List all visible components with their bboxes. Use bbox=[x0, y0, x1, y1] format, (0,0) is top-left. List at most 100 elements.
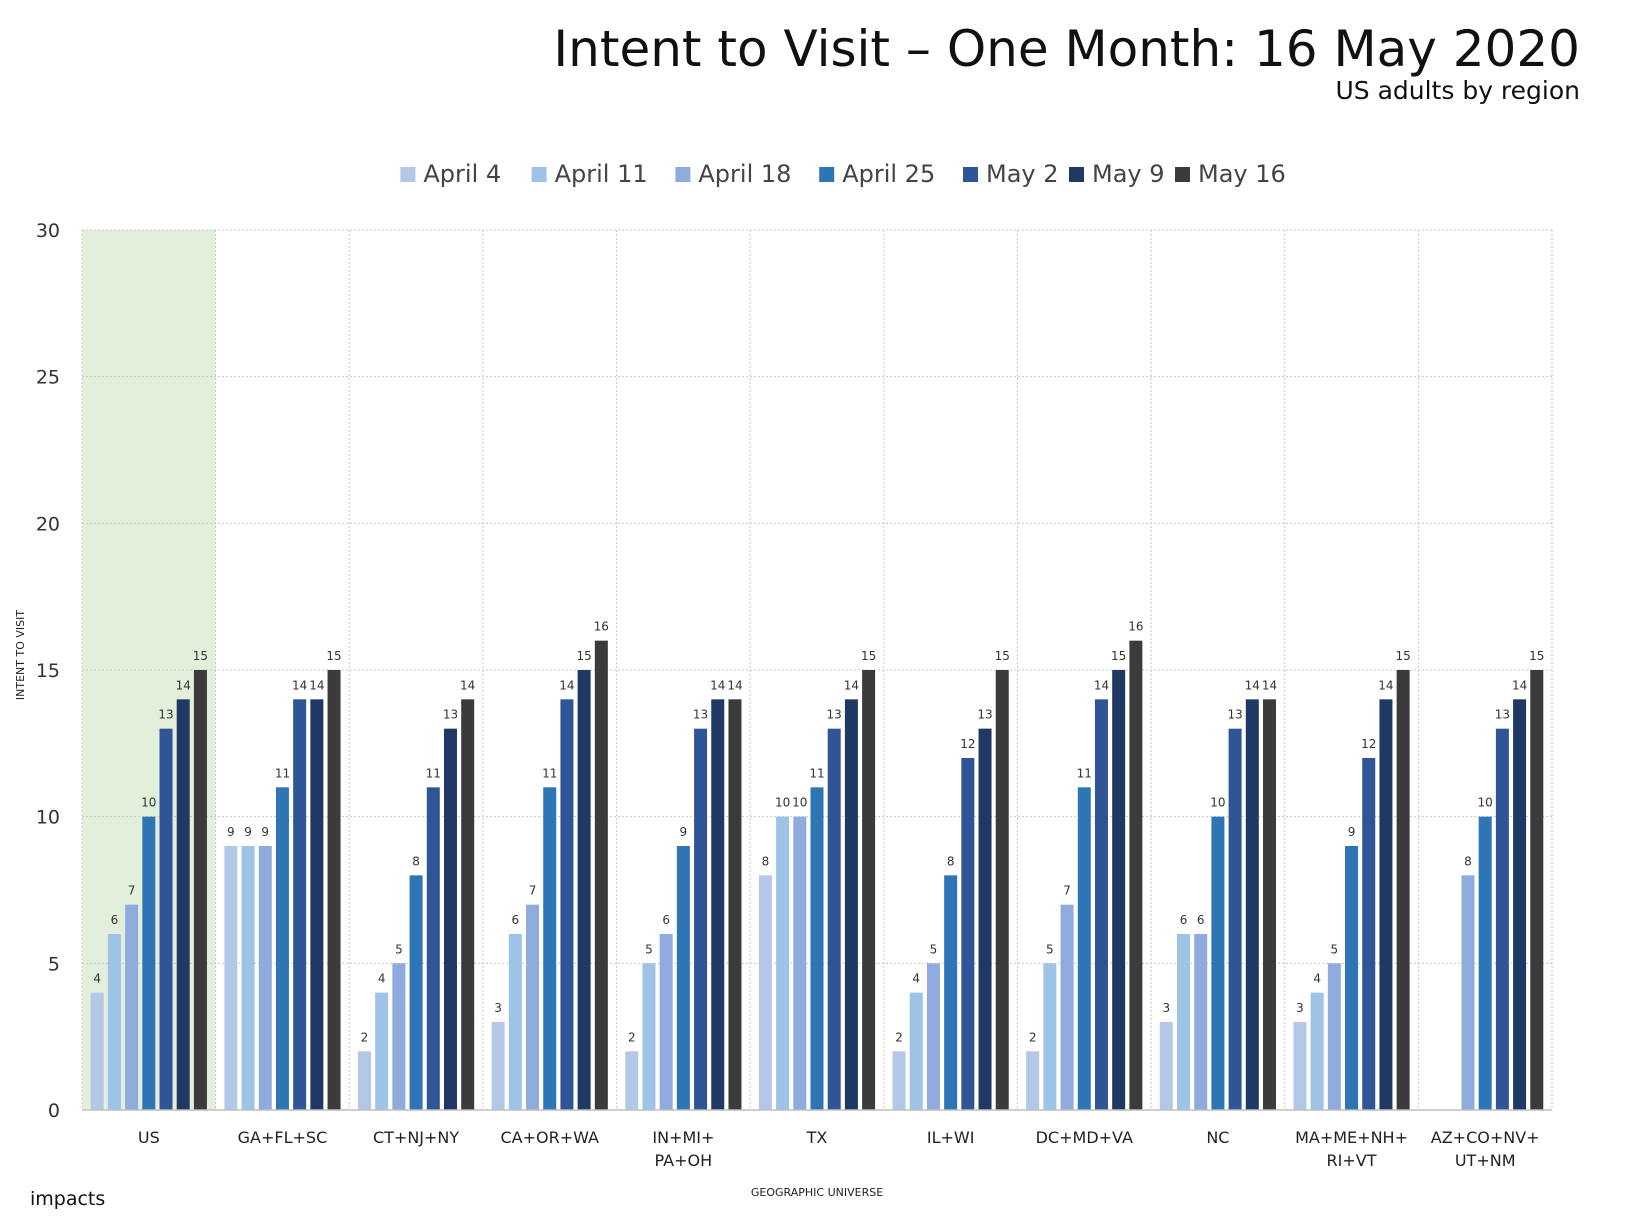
bar bbox=[508, 934, 522, 1110]
bar bbox=[1060, 904, 1074, 1110]
bar bbox=[1194, 934, 1208, 1110]
category-label: IL+WI bbox=[927, 1128, 975, 1147]
bar bbox=[642, 963, 656, 1110]
data-label: 14 bbox=[1378, 678, 1393, 692]
data-label: 13 bbox=[827, 708, 842, 722]
bar bbox=[659, 934, 673, 1110]
data-label: 3 bbox=[494, 1001, 502, 1015]
chart-title: Intent to Visit – One Month: 16 May 2020 bbox=[553, 20, 1580, 78]
data-label: 10 bbox=[1210, 796, 1225, 810]
data-label: 15 bbox=[193, 649, 208, 663]
bar bbox=[961, 758, 975, 1110]
bar bbox=[526, 904, 540, 1110]
bar bbox=[426, 787, 440, 1110]
data-label: 5 bbox=[1046, 942, 1054, 956]
y-axis-title: INTENT TO VISIT bbox=[14, 610, 27, 700]
bar bbox=[676, 846, 690, 1110]
data-label: 2 bbox=[361, 1030, 369, 1044]
y-tick-label: 0 bbox=[48, 1100, 60, 1122]
data-label: 5 bbox=[930, 942, 938, 956]
data-label: 14 bbox=[1512, 678, 1527, 692]
data-label: 15 bbox=[326, 649, 341, 663]
legend-label: April 25 bbox=[842, 160, 935, 188]
bar bbox=[1159, 1022, 1173, 1110]
category-label: UT+NM bbox=[1455, 1151, 1516, 1170]
data-label: 15 bbox=[576, 649, 591, 663]
bar bbox=[862, 670, 876, 1110]
bar bbox=[275, 787, 289, 1110]
data-label: 13 bbox=[1495, 708, 1510, 722]
bar bbox=[1245, 699, 1259, 1110]
bar bbox=[810, 787, 824, 1110]
data-label: 10 bbox=[775, 796, 790, 810]
bar bbox=[176, 699, 190, 1110]
x-axis-title: GEOGRAPHIC UNIVERSE bbox=[751, 1186, 883, 1199]
bar bbox=[327, 670, 341, 1110]
y-tick-label: 20 bbox=[36, 513, 60, 535]
bar bbox=[978, 728, 992, 1110]
data-label: 15 bbox=[1396, 649, 1411, 663]
bar bbox=[1379, 699, 1393, 1110]
bar bbox=[491, 1022, 505, 1110]
legend-label: April 18 bbox=[698, 160, 791, 188]
bar bbox=[711, 699, 725, 1110]
bar bbox=[107, 934, 121, 1110]
bar bbox=[543, 787, 557, 1110]
category-label: NC bbox=[1206, 1128, 1229, 1147]
bar bbox=[1094, 699, 1108, 1110]
data-label: 14 bbox=[309, 678, 324, 692]
bar bbox=[258, 846, 272, 1110]
data-label: 10 bbox=[1478, 796, 1493, 810]
data-label: 11 bbox=[275, 766, 290, 780]
data-label: 13 bbox=[693, 708, 708, 722]
bar bbox=[461, 699, 475, 1110]
data-label: 16 bbox=[1128, 620, 1143, 634]
bar bbox=[728, 699, 742, 1110]
category-label: CA+OR+WA bbox=[500, 1128, 599, 1147]
bar bbox=[1228, 728, 1242, 1110]
logo-text: impacts bbox=[30, 1188, 106, 1210]
legend-label: May 9 bbox=[1092, 160, 1165, 188]
bar bbox=[758, 875, 772, 1110]
bar bbox=[1043, 963, 1057, 1110]
data-label: 7 bbox=[1063, 884, 1071, 898]
bar bbox=[909, 992, 923, 1110]
data-label: 14 bbox=[710, 678, 725, 692]
category-label: AZ+CO+NV+ bbox=[1431, 1128, 1540, 1147]
legend: April 4 April 11 April 18 April 25 May 2 May … bbox=[400, 160, 1286, 188]
data-label: 8 bbox=[947, 854, 955, 868]
bar bbox=[1177, 934, 1191, 1110]
data-label: 10 bbox=[792, 796, 807, 810]
bar bbox=[1396, 670, 1410, 1110]
data-label: 15 bbox=[1529, 649, 1544, 663]
data-label: 8 bbox=[762, 854, 770, 868]
data-label: 14 bbox=[559, 678, 574, 692]
legend-swatch bbox=[675, 167, 691, 182]
bar bbox=[193, 670, 207, 1110]
bar bbox=[1362, 758, 1376, 1110]
legend-swatch bbox=[1069, 167, 1084, 182]
data-label: 3 bbox=[1296, 1001, 1304, 1015]
data-label: 14 bbox=[1094, 678, 1109, 692]
bar bbox=[142, 816, 156, 1110]
impacts-logo: impacts bbox=[30, 1188, 105, 1210]
bar bbox=[1495, 728, 1509, 1110]
data-label: 8 bbox=[412, 854, 420, 868]
data-label: 7 bbox=[128, 884, 136, 898]
data-label: 15 bbox=[995, 649, 1010, 663]
data-label: 6 bbox=[512, 913, 520, 927]
category-label: RI+VT bbox=[1327, 1151, 1377, 1170]
category-label: PA+OH bbox=[655, 1151, 713, 1170]
bar bbox=[892, 1051, 906, 1110]
bar bbox=[560, 699, 574, 1110]
data-label: 14 bbox=[1245, 678, 1260, 692]
data-label: 2 bbox=[628, 1030, 636, 1044]
legend-swatch bbox=[963, 167, 978, 182]
bar bbox=[1513, 699, 1527, 1110]
data-label: 2 bbox=[1029, 1030, 1037, 1044]
data-label: 5 bbox=[645, 942, 653, 956]
category-label: IN+MI+ bbox=[652, 1128, 714, 1147]
category-label: US bbox=[138, 1128, 160, 1147]
bar bbox=[1478, 816, 1492, 1110]
